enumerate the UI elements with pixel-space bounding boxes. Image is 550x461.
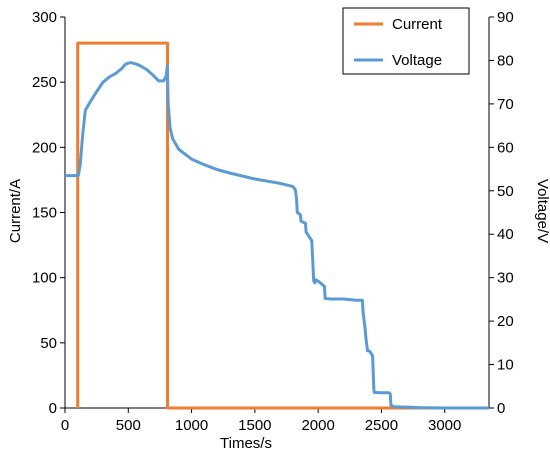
y-right-tick-label: 60: [497, 139, 514, 156]
legend-label-current: Current: [392, 16, 443, 33]
y-right-tick-label: 70: [497, 96, 514, 113]
y-right-tick-label: 80: [497, 52, 514, 69]
y-axis-left-title: Current/A: [7, 179, 24, 243]
y-axis-right-title: Voltage/V: [534, 179, 550, 243]
y-left-tick-label: 0: [49, 400, 57, 417]
x-tick-label: 2500: [365, 417, 398, 434]
y-axis-left: 0 50 100 150 200 250 300: [32, 9, 65, 417]
x-tick-label: 2000: [301, 417, 334, 434]
x-tick-label: 3000: [428, 417, 461, 434]
legend-box: [342, 7, 470, 75]
x-axis-title: Times/s: [220, 435, 272, 452]
x-tick-label: 1000: [175, 417, 208, 434]
series-layer: [65, 41, 489, 410]
y-left-tick-label: 250: [32, 74, 57, 91]
y-left-tick-label: 50: [40, 335, 57, 352]
y-right-tick-label: 30: [497, 270, 514, 287]
series-line-voltage: [65, 61, 489, 410]
y-left-tick-label: 200: [32, 139, 57, 156]
legend: Current Voltage: [342, 7, 470, 75]
x-tick-label: 1500: [238, 417, 271, 434]
plot-area: [64, 17, 490, 409]
y-left-tick-label: 100: [32, 270, 57, 287]
y-right-tick-label: 0: [497, 400, 505, 417]
y-right-tick-label: 10: [497, 357, 514, 374]
y-axis-right: 0 10 20 30 40 50 60 70 80 90: [489, 9, 514, 417]
y-right-tick-label: 40: [497, 226, 514, 243]
x-axis: 0 500 1000 1500 2000 2500 3000: [61, 408, 461, 434]
x-tick-label: 500: [116, 417, 141, 434]
legend-label-voltage: Voltage: [392, 52, 442, 69]
y-right-tick-label: 20: [497, 313, 514, 330]
y-right-tick-label: 90: [497, 9, 514, 26]
series-line-current: [76, 41, 489, 410]
y-left-tick-label: 150: [32, 205, 57, 222]
y-left-tick-label: 300: [32, 9, 57, 26]
y-right-tick-label: 50: [497, 183, 514, 200]
x-tick-label: 0: [61, 417, 69, 434]
